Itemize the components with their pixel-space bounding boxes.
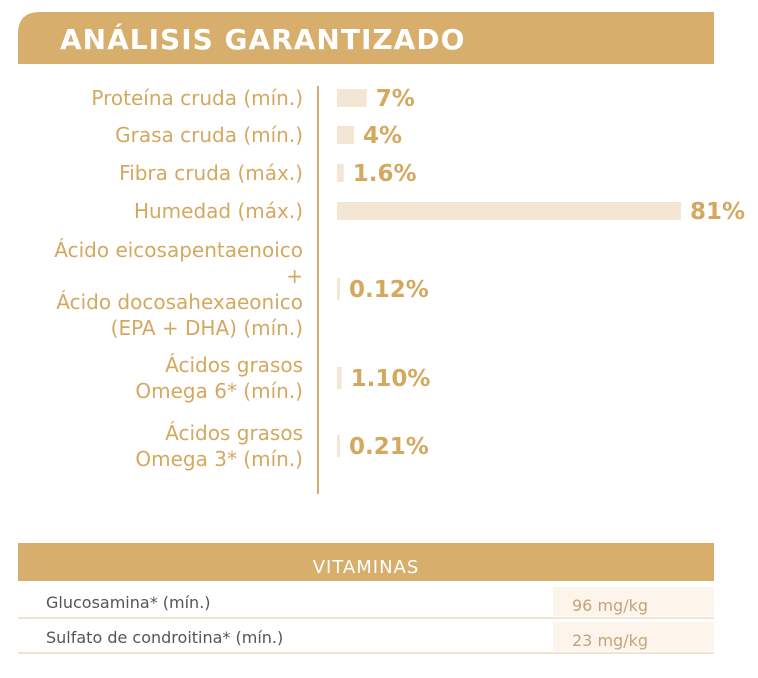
category-label: Humedad (máx.) — [134, 199, 303, 223]
category-label: Fibra cruda (máx.) — [119, 161, 303, 185]
vitamin-label: Sulfato de condroitina* (mín.) — [46, 628, 283, 647]
data-label: 7% — [376, 86, 415, 112]
bar — [337, 278, 340, 300]
category-label-line: + — [286, 264, 303, 288]
category-label: Ácido eicosapentaenoico + Ácido docosahexa… — [54, 238, 303, 340]
vitamins-rows: Glucosamina* (mín.) 96 mg/kg Sulfato de co… — [18, 587, 714, 654]
category-label-line: Grasa cruda (mín.) — [115, 123, 303, 147]
bar — [337, 164, 344, 182]
data-label: 4% — [363, 123, 402, 149]
bar — [337, 126, 354, 144]
vitamins-table: VITAMINAS Glucosamina* (mín.) 96 mg/kg Sul… — [18, 543, 714, 654]
chart-title: ANÁLISIS GARANTIZADO — [60, 22, 465, 56]
vitamin-value-cell — [553, 587, 714, 616]
data-label: 0.12% — [349, 277, 429, 303]
category-label: Ácidos grasos Omega 6* (mín.) — [135, 353, 303, 403]
category-label-line: Fibra cruda (máx.) — [119, 161, 303, 185]
category-label-line: Ácidos grasos — [165, 421, 303, 445]
category-label-line: Ácido docosahexaeonico — [56, 290, 303, 314]
bar — [337, 435, 340, 457]
data-label: 81% — [690, 199, 745, 225]
bar — [337, 202, 681, 220]
data-label: 1.6% — [353, 161, 417, 187]
category-label: Grasa cruda (mín.) — [115, 123, 303, 147]
title-banner: ANÁLISIS GARANTIZADO — [18, 12, 714, 64]
category-label-line: Ácido eicosapentaenoico — [54, 238, 303, 262]
title-banner-background — [18, 12, 714, 64]
category-label-line: Ácidos grasos — [165, 353, 303, 377]
category-label: Proteína cruda (mín.) — [91, 86, 303, 110]
bars-layer: Proteína cruda (mín.) 7% Grasa cruda (mín.… — [54, 86, 745, 471]
vitamins-header-background — [18, 543, 714, 581]
vitamin-value: 96 mg/kg — [572, 596, 648, 615]
category-label-line: Humedad (máx.) — [134, 199, 303, 223]
category-label: Ácidos grasos Omega 3* (mín.) — [135, 421, 303, 471]
bar — [337, 89, 367, 107]
data-label: 0.21% — [349, 434, 429, 460]
vitamin-value: 23 mg/kg — [572, 631, 648, 650]
category-label-line: Omega 3* (mín.) — [135, 447, 303, 471]
vitamin-label: Glucosamina* (mín.) — [46, 593, 211, 612]
bar — [337, 367, 342, 389]
category-label-line: Omega 6* (mín.) — [135, 379, 303, 403]
category-label-line: Proteína cruda (mín.) — [91, 86, 303, 110]
vitamins-header: VITAMINAS — [313, 557, 420, 578]
vitamin-value-cell — [553, 622, 714, 651]
data-label: 1.10% — [351, 366, 431, 392]
category-label-line: (EPA + DHA) (mín.) — [111, 316, 303, 340]
